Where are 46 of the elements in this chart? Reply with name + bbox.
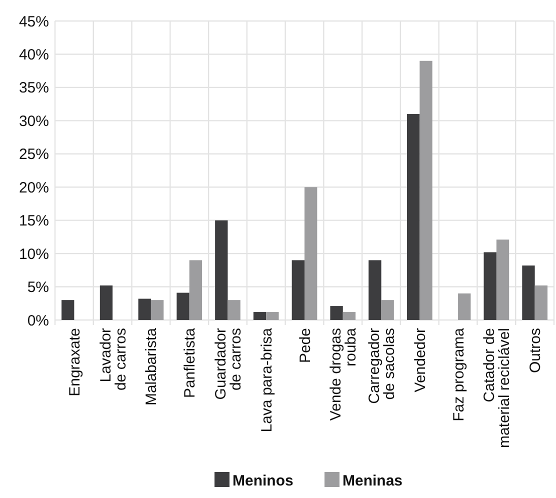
x-tick-label: Lava para-brisa bbox=[258, 327, 276, 432]
bar bbox=[496, 240, 510, 320]
y-tick-label: 30% bbox=[18, 112, 49, 130]
bar bbox=[381, 300, 394, 320]
x-tick-label: Malabarista bbox=[143, 327, 160, 406]
y-tick-label: 0% bbox=[27, 312, 49, 330]
bar bbox=[522, 266, 535, 320]
x-tick-label: Panfletista bbox=[182, 327, 199, 398]
y-tick-label: 35% bbox=[18, 80, 49, 97]
bar bbox=[368, 260, 382, 320]
bar bbox=[228, 300, 240, 320]
x-tick-label: Pede bbox=[296, 328, 314, 364]
bar bbox=[304, 187, 318, 320]
bar bbox=[138, 298, 151, 320]
bar bbox=[150, 300, 164, 320]
bar bbox=[342, 312, 356, 320]
y-tick-label: 10% bbox=[18, 246, 49, 263]
bar bbox=[420, 60, 432, 320]
bar bbox=[406, 114, 420, 320]
y-tick-label: 5% bbox=[27, 279, 49, 296]
bar bbox=[330, 306, 343, 320]
x-tick-label: Faz programa bbox=[450, 327, 468, 422]
x-tick-label: Lavador de carros bbox=[97, 328, 130, 391]
y-tick-label: 45% bbox=[18, 13, 49, 30]
x-tick-label: Vende drogas rouba bbox=[328, 327, 360, 421]
y-tick-label: 15% bbox=[18, 212, 49, 230]
bar bbox=[292, 260, 304, 320]
bar bbox=[215, 220, 228, 320]
bar bbox=[176, 292, 190, 320]
bar bbox=[253, 312, 266, 320]
bar bbox=[458, 293, 471, 320]
x-tick-label: Guardador de carros bbox=[212, 328, 244, 400]
legend-label: Meninas bbox=[342, 472, 403, 490]
x-tick-label: Vendedor bbox=[412, 328, 429, 392]
bar bbox=[266, 312, 279, 320]
y-tick-label: 40% bbox=[18, 46, 49, 64]
bar bbox=[62, 300, 74, 320]
bar bbox=[189, 260, 202, 320]
x-tick-label: Outros bbox=[527, 328, 544, 374]
x-tick-label: Engraxate bbox=[66, 328, 84, 396]
y-tick-label: 25% bbox=[18, 146, 49, 164]
bar bbox=[534, 285, 548, 320]
legend-label: Meninos bbox=[232, 472, 294, 490]
bar bbox=[484, 252, 496, 320]
bar bbox=[100, 285, 113, 320]
y-tick-label: 20% bbox=[18, 179, 49, 196]
